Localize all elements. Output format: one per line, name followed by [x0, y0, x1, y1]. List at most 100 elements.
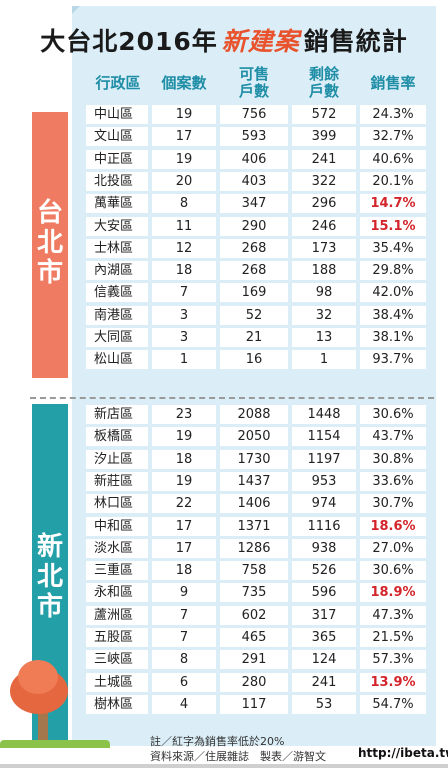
taipei-remaining-cell: 572 [292, 105, 356, 124]
newtaipei-district-cell: 新店區 [86, 405, 148, 424]
newtaipei-cases-cell: 19 [152, 427, 216, 447]
newtaipei-rate-cell: 18.6% [360, 516, 426, 536]
newtaipei-available-cell: 117 [220, 694, 288, 714]
taipei-rate-cell: 35.4% [360, 238, 426, 258]
table-row: 中和區 17 1371 1116 18.6% [82, 516, 430, 537]
region-newtaipei: 新北市 [32, 404, 68, 746]
newtaipei-district-cell: 汐止區 [86, 449, 148, 469]
taipei-remaining-cell: 399 [292, 127, 356, 147]
newtaipei-remaining-cell: 365 [292, 628, 356, 647]
newtaipei-available-cell: 465 [220, 628, 288, 647]
newtaipei-rate-cell: 21.5% [360, 628, 426, 647]
taipei-remaining-cell: 241 [292, 149, 356, 169]
taipei-rate-cell: 38.1% [360, 328, 426, 347]
newtaipei-available-cell: 2050 [220, 427, 288, 447]
newtaipei-district-cell: 樹林區 [86, 694, 148, 714]
table-row: 蘆洲區 7 602 317 47.3% [82, 605, 430, 626]
taipei-remaining-cell: 188 [292, 261, 356, 281]
taipei-cases-cell: 20 [152, 171, 216, 191]
source-credit: 資料來源／住展雜誌 製表／游智文 [150, 750, 326, 763]
newtaipei-rate-cell: 54.7% [360, 694, 426, 714]
newtaipei-available-cell: 2088 [220, 405, 288, 424]
newtaipei-district-cell: 中和區 [86, 516, 148, 536]
newtaipei-rate-cell: 27.0% [360, 538, 426, 558]
newtaipei-cases-cell: 19 [152, 471, 216, 491]
header-cases: 個案數 [161, 74, 207, 92]
taipei-remaining-cell: 296 [292, 194, 356, 214]
newtaipei-remaining-cell: 1197 [292, 449, 356, 469]
newtaipei-district-cell: 土城區 [86, 672, 148, 692]
footnote: 註／紅字為銷售率低於20% [150, 735, 285, 748]
header-remaining: 剩餘 戶數 [308, 65, 339, 100]
taipei-cases-cell: 18 [152, 261, 216, 281]
table-row: 三峽區 8 291 124 57.3% [82, 649, 430, 670]
table-row: 新店區 23 2088 1448 30.6% [82, 404, 430, 425]
taipei-rate-cell: 38.4% [360, 305, 426, 325]
table-row: 中山區 19 756 572 24.3% [82, 104, 430, 125]
taipei-district-cell: 文山區 [86, 127, 148, 147]
table-row: 南港區 3 52 32 38.4% [82, 305, 430, 326]
region-taipei: 台北市 [32, 112, 68, 378]
taipei-rate-cell: 93.7% [360, 350, 426, 370]
newtaipei-district-cell: 三重區 [86, 561, 148, 581]
tree-trunk-icon [38, 706, 48, 746]
taipei-district-cell: 士林區 [86, 238, 148, 258]
newtaipei-district-cell: 三峽區 [86, 650, 148, 670]
taipei-cases-cell: 3 [152, 328, 216, 347]
newtaipei-cases-cell: 7 [152, 605, 216, 625]
taipei-rate-cell: 29.8% [360, 261, 426, 281]
taipei-district-cell: 中山區 [86, 105, 148, 124]
taipei-cases-cell: 19 [152, 149, 216, 169]
taipei-cases-cell: 17 [152, 127, 216, 147]
taipei-cases-cell: 7 [152, 283, 216, 303]
newtaipei-rate-cell: 57.3% [360, 650, 426, 670]
taipei-cases-cell: 19 [152, 105, 216, 124]
taipei-available-cell: 403 [220, 171, 288, 191]
taipei-cases-cell: 1 [152, 350, 216, 370]
tree-crown-icon [18, 660, 58, 694]
header-available: 可售 戶數 [238, 65, 269, 100]
table-row: 板橋區 19 2050 1154 43.7% [82, 426, 430, 447]
taipei-available-cell: 290 [220, 216, 288, 236]
newtaipei-rate-cell: 30.6% [360, 561, 426, 581]
newtaipei-district-cell: 永和區 [86, 583, 148, 603]
newtaipei-available-cell: 1730 [220, 449, 288, 469]
taipei-rate-cell: 20.1% [360, 171, 426, 191]
taipei-cases-cell: 3 [152, 305, 216, 325]
taipei-remaining-cell: 173 [292, 238, 356, 258]
panel-fold [72, 6, 80, 14]
taipei-available-cell: 21 [220, 328, 288, 347]
newtaipei-cases-cell: 18 [152, 449, 216, 469]
taipei-remaining-cell: 246 [292, 216, 356, 236]
newtaipei-available-cell: 602 [220, 605, 288, 625]
newtaipei-available-cell: 1286 [220, 538, 288, 558]
taipei-remaining-cell: 32 [292, 305, 356, 325]
newtaipei-cases-cell: 17 [152, 516, 216, 536]
table-row: 五股區 7 465 365 21.5% [82, 627, 430, 648]
taipei-available-cell: 169 [220, 283, 288, 303]
newtaipei-remaining-cell: 241 [292, 672, 356, 692]
taipei-available-cell: 16 [220, 350, 288, 370]
newtaipei-remaining-cell: 53 [292, 694, 356, 714]
newtaipei-rate-cell: 30.8% [360, 449, 426, 469]
taipei-rate-cell: 42.0% [360, 283, 426, 303]
taipei-available-cell: 52 [220, 305, 288, 325]
newtaipei-available-cell: 1437 [220, 471, 288, 491]
newtaipei-remaining-cell: 526 [292, 561, 356, 581]
newtaipei-available-cell: 1371 [220, 516, 288, 536]
table-row: 內湖區 18 268 188 29.8% [82, 260, 430, 281]
newtaipei-remaining-cell: 596 [292, 583, 356, 603]
newtaipei-remaining-cell: 1116 [292, 516, 356, 536]
taipei-district-cell: 北投區 [86, 171, 148, 191]
taipei-remaining-cell: 98 [292, 283, 356, 303]
taipei-remaining-cell: 322 [292, 171, 356, 191]
title-prefix: 大台北2016年 [40, 27, 218, 56]
table-row: 文山區 17 593 399 32.7% [82, 126, 430, 147]
taipei-available-cell: 756 [220, 105, 288, 124]
newtaipei-cases-cell: 8 [152, 650, 216, 670]
table-row: 三重區 18 758 526 30.6% [82, 560, 430, 581]
table-row: 新莊區 19 1437 953 33.6% [82, 471, 430, 492]
table-row: 大安區 11 290 246 15.1% [82, 216, 430, 237]
newtaipei-cases-cell: 22 [152, 494, 216, 514]
newtaipei-rate-cell: 30.6% [360, 405, 426, 424]
